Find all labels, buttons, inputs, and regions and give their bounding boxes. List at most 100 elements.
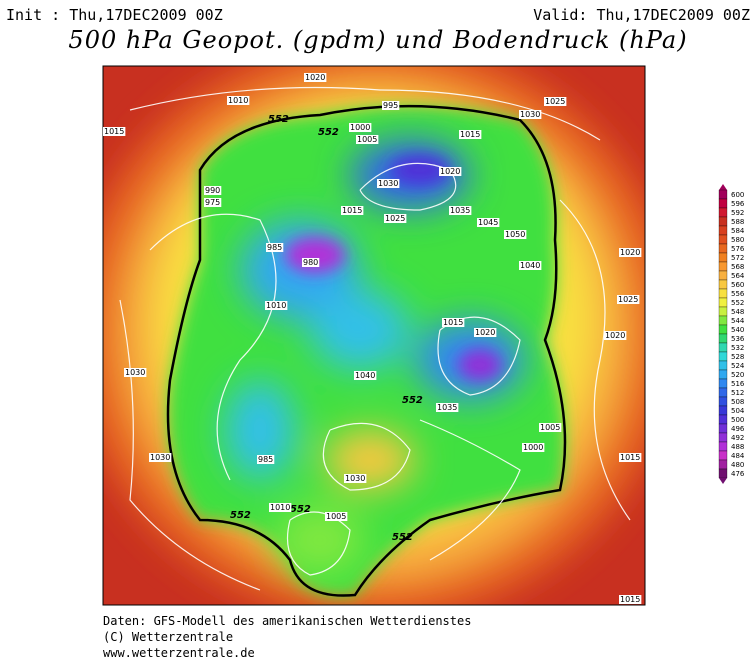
footer-line: Daten: GFS-Modell des amerikanischen Wet…	[103, 614, 472, 628]
colorbar-swatch	[718, 432, 728, 443]
isobar-label: 985	[267, 243, 282, 252]
isobar-label-bg	[103, 127, 126, 136]
colorbar-label: 492	[731, 434, 744, 442]
colorbar-cap	[719, 478, 727, 484]
colorbar-swatch	[718, 279, 728, 290]
isobar-label-bg	[227, 96, 250, 105]
colorbar-label: 516	[731, 380, 745, 388]
isobar-label-bg	[539, 423, 562, 432]
isobar-label: 1005	[357, 135, 377, 144]
contour-label: 552	[392, 532, 413, 543]
colorbar-swatch	[718, 198, 728, 209]
isobar-label-bg	[356, 135, 379, 144]
isobar-label: 1040	[355, 371, 375, 380]
colorbar-swatch	[718, 306, 728, 317]
colorbar-swatch	[718, 225, 728, 236]
isobar-label-bg	[344, 474, 367, 483]
isobar-label: 1010	[270, 503, 290, 512]
isobar-label-bg	[522, 443, 545, 452]
colorbar-swatch	[718, 396, 728, 407]
colorbar-swatch	[718, 189, 728, 200]
isobar-label: 1020	[475, 328, 495, 337]
colorbar-label: 576	[731, 245, 745, 253]
isobar-label-bg	[384, 214, 407, 223]
isobar-label: 1030	[520, 110, 540, 119]
colorbar-label: 480	[731, 461, 744, 469]
isobar-label: 1005	[540, 423, 560, 432]
contour-label: 552	[230, 510, 251, 521]
colorbar-swatch	[718, 324, 728, 335]
colorbar-swatch	[718, 288, 728, 299]
isobar-label-bg	[325, 512, 348, 521]
colorbar-label: 548	[731, 308, 744, 316]
isobar-label-bg	[619, 595, 642, 604]
isobar-label-bg	[377, 179, 400, 188]
isobar-label: 1020	[305, 73, 325, 82]
colorbar-swatch	[718, 216, 728, 227]
colorbar-swatch	[718, 405, 728, 416]
isobar-label-bg	[442, 318, 465, 327]
colorbar-label: 520	[731, 371, 744, 379]
colorbar-label: 488	[731, 443, 744, 451]
isobar-label: 1000	[523, 443, 543, 452]
isobar-label-bg	[341, 206, 364, 215]
colorbar-label: 560	[731, 281, 744, 289]
colorbar-swatch	[718, 252, 728, 263]
isobar-label-bg	[382, 101, 400, 110]
colorbar-label: 572	[731, 254, 744, 262]
colorbar-swatch	[718, 297, 728, 308]
contour-label: 552	[402, 395, 423, 406]
isobar-label: 1015	[620, 453, 640, 462]
colorbar-label: 528	[731, 353, 744, 361]
field	[103, 66, 645, 605]
colorbar-swatch	[718, 468, 728, 479]
isobar-label-bg	[349, 123, 372, 132]
colorbar-label: 524	[731, 362, 745, 370]
isobar-label: 1030	[378, 179, 398, 188]
colorbar-swatch	[718, 369, 728, 380]
init-time: Init : Thu,17DEC2009 00Z	[6, 6, 223, 24]
map-title: 500 hPa Geopot. (gpdm) und Bodendruck (h…	[68, 26, 688, 54]
colorbar-label: 532	[731, 344, 744, 352]
colorbar-label: 580	[731, 236, 744, 244]
colorbar-cap	[719, 184, 727, 190]
isobar-label: 1020	[620, 248, 640, 257]
isobar-label: 1030	[150, 453, 170, 462]
isobar-label-bg	[354, 371, 377, 380]
isobar-label: 1005	[326, 512, 346, 521]
isobar-label: 1025	[618, 295, 638, 304]
isobar-label-bg	[439, 167, 462, 176]
colorbar-label: 568	[731, 263, 744, 271]
contour-label: 552	[318, 127, 339, 138]
contour-label: 552	[290, 504, 311, 515]
colorbar-swatch	[718, 270, 728, 281]
colorbar-label: 592	[731, 209, 744, 217]
isobar-label: 980	[303, 258, 318, 267]
colorbar-swatch	[718, 441, 728, 452]
isobar-label: 1020	[605, 331, 625, 340]
isobar-label: 975	[205, 198, 220, 207]
isobar-label-bg	[302, 258, 320, 267]
colorbar-label: 508	[731, 398, 744, 406]
colorbar-swatch	[718, 315, 728, 326]
isobar-label-bg	[124, 368, 147, 377]
colorbar-swatch	[718, 378, 728, 389]
isobar-label-bg	[449, 206, 472, 215]
isobar-label: 1010	[266, 301, 286, 310]
isobar-label-bg	[519, 261, 542, 270]
colorbar-label: 600	[731, 191, 744, 199]
isobar-label: 1015	[104, 127, 124, 136]
colorbar-swatch	[718, 450, 728, 461]
colorbar-label: 504	[731, 407, 745, 415]
isobar-label: 1000	[350, 123, 370, 132]
colorbar-label: 544	[731, 317, 745, 325]
isobar-label: 1030	[125, 368, 145, 377]
isobar-label: 1040	[520, 261, 540, 270]
footer-line: www.wetterzentrale.de	[103, 646, 255, 660]
colorbar-label: 476	[731, 470, 745, 478]
colorbar-swatch	[718, 243, 728, 254]
isobar-label-bg	[519, 110, 542, 119]
isobar-label: 1015	[620, 595, 640, 604]
